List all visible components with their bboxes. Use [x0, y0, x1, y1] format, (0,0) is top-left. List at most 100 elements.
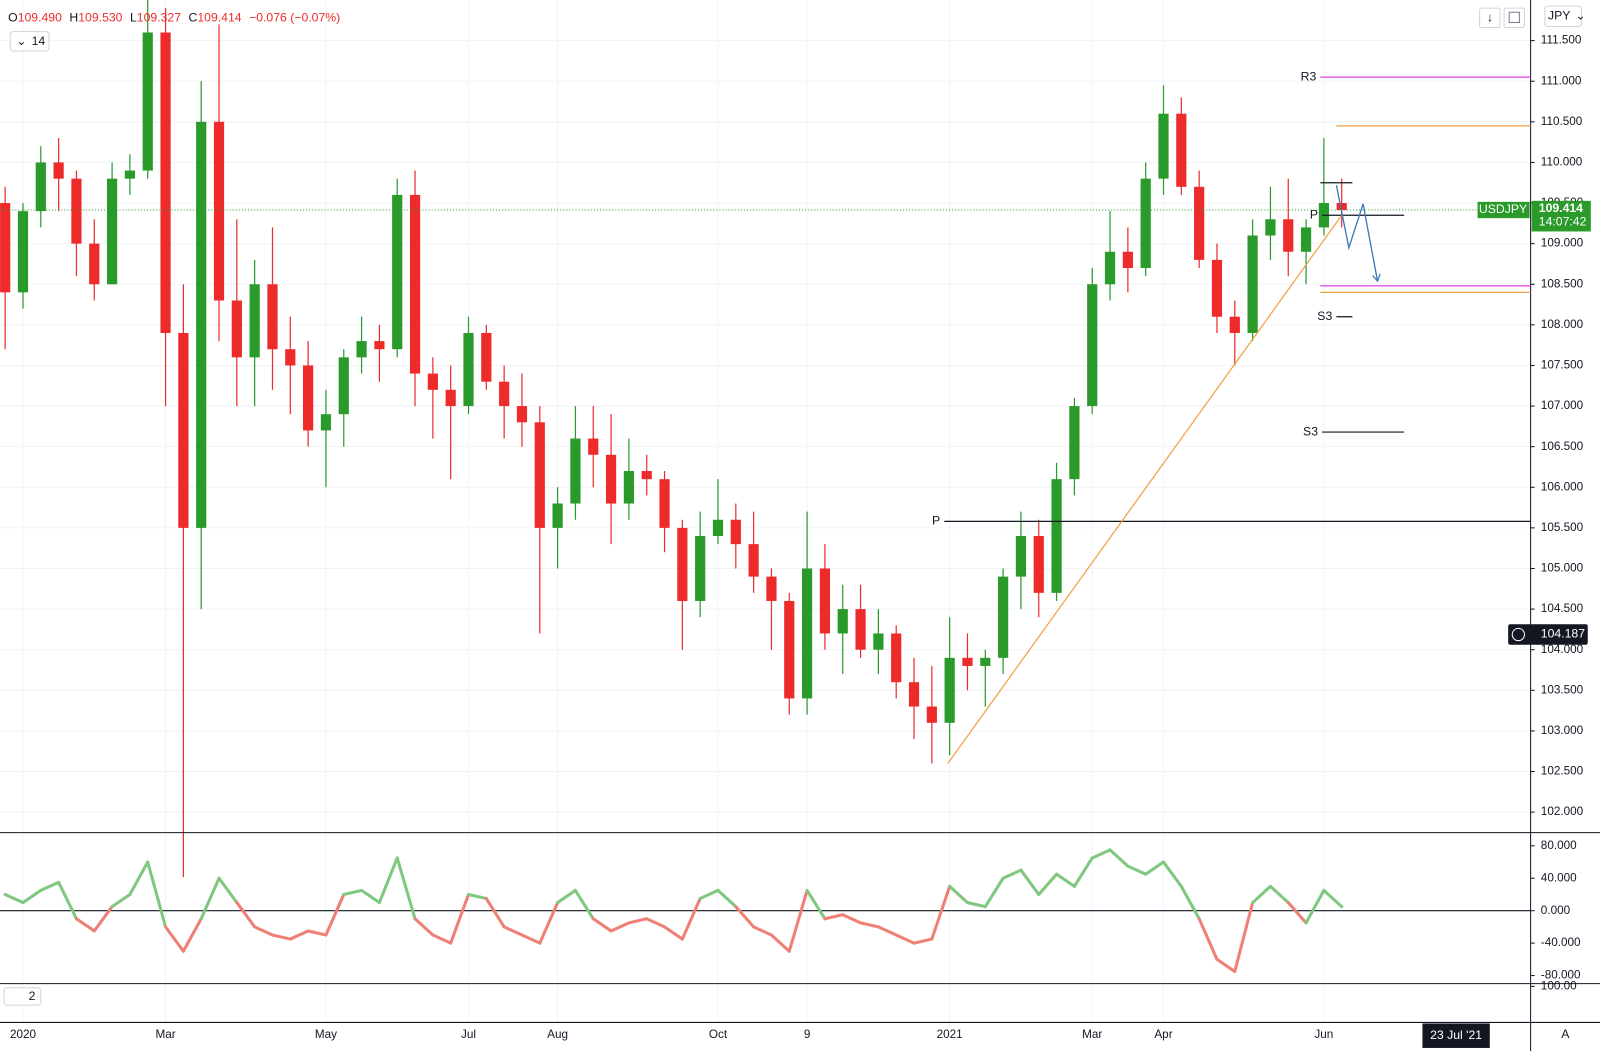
- crosshair-add-icon: [1511, 627, 1526, 642]
- maximize-button[interactable]: [1503, 7, 1525, 29]
- candle-body: [873, 633, 884, 650]
- candle-body: [231, 300, 242, 358]
- oscillator-segment: [21, 888, 43, 905]
- oscillator-segment: [1179, 884, 1201, 921]
- candle-body: [926, 706, 937, 723]
- oscillator-segment: [1108, 848, 1130, 868]
- oscillator-segment: [1072, 856, 1094, 888]
- y-tick-label: -80.000: [1541, 969, 1581, 982]
- pane-legend-bg[interactable]: [3, 987, 42, 1006]
- oscillator-segment: [1233, 901, 1255, 974]
- y-tick-label: 110.500: [1541, 115, 1583, 128]
- ohlc-key: H: [69, 11, 78, 25]
- indicator-toggle[interactable]: [9, 31, 50, 52]
- candle-body: [285, 349, 296, 366]
- candle-body: [392, 194, 403, 350]
- candle-body: [409, 194, 421, 374]
- oscillator-segment: [859, 921, 880, 929]
- candle-body: [89, 243, 100, 285]
- oscillator-segment: [288, 929, 310, 941]
- candle-body: [1033, 536, 1044, 593]
- oscillator-segment: [413, 917, 435, 937]
- candle-body: [552, 503, 563, 528]
- y-tick-label: 40.000: [1541, 871, 1577, 884]
- oscillator-segment: [930, 884, 952, 941]
- oscillator-segment: [1126, 864, 1148, 876]
- candle-body: [463, 332, 474, 407]
- y-tick-label: 103.500: [1541, 683, 1584, 696]
- ohlc-value: 109.490: [18, 11, 62, 25]
- oscillator-segment: [1144, 860, 1166, 876]
- candle-body: [106, 178, 118, 285]
- candle-body: [712, 519, 724, 537]
- candle-body: [1229, 316, 1240, 333]
- oscillator-segment: [805, 888, 827, 921]
- candle-body: [338, 357, 349, 415]
- candle-body: [980, 657, 991, 666]
- y-tick-label: 105.500: [1541, 521, 1584, 534]
- y-tick-label: 103.000: [1541, 724, 1584, 737]
- oscillator-segment: [734, 905, 756, 929]
- oscillator-segment: [769, 933, 791, 953]
- x-tick-label: 9: [804, 1028, 811, 1041]
- oscillator-segment: [680, 896, 702, 941]
- oscillator-segment: [484, 896, 506, 929]
- oscillator-segment: [1197, 917, 1219, 961]
- maximize-icon: [1508, 11, 1520, 23]
- candle-body: [1158, 113, 1169, 179]
- oscillator-segment: [1161, 860, 1183, 888]
- oscillator-segment: [377, 856, 399, 905]
- candle-body: [1140, 178, 1151, 269]
- candle-body: [1176, 113, 1187, 187]
- oscillator-segment: [698, 888, 720, 901]
- crosshair-price-label: 104.187: [1541, 627, 1585, 641]
- currency-button[interactable]: [1544, 5, 1583, 28]
- candle-body: [819, 568, 831, 634]
- oscillator-segment: [591, 917, 613, 933]
- oscillator-segment: [92, 905, 114, 933]
- oscillator-segment: [74, 917, 96, 933]
- oscillator-segment: [146, 860, 168, 929]
- scroll-button[interactable]: [1479, 7, 1501, 29]
- oscillator-segment: [1001, 868, 1023, 880]
- candle-body: [1015, 536, 1027, 577]
- oscillator-segment: [57, 880, 78, 921]
- oscillator-segment: [609, 921, 631, 933]
- pivot-label: R3: [1301, 69, 1317, 83]
- y-tick-label: 102.000: [1541, 805, 1584, 818]
- oscillator-segment: [716, 888, 738, 909]
- candle-body: [53, 162, 64, 179]
- auto-scale-button[interactable]: A: [1561, 1027, 1570, 1041]
- symbol-label: USDJPY: [1479, 202, 1527, 216]
- candle-body: [445, 389, 456, 407]
- candle-body: [962, 657, 973, 666]
- ohlc-key: O: [8, 11, 18, 25]
- candle-body: [142, 32, 153, 171]
- oscillator-segment: [1268, 884, 1290, 905]
- oscillator-segment: [1090, 848, 1112, 860]
- candle-body: [249, 284, 260, 358]
- oscillator-segment: [181, 917, 203, 953]
- oscillator-segment: [948, 884, 970, 905]
- candle-body: [837, 609, 848, 634]
- currency-label: JPY: [1548, 9, 1570, 23]
- x-tick-label: Oct: [709, 1028, 728, 1041]
- y-tick-label: -40.000: [1541, 936, 1581, 949]
- candle-body: [730, 519, 741, 545]
- candle-body: [748, 544, 759, 577]
- candle-body: [1104, 251, 1116, 285]
- oscillator-segment: [128, 860, 150, 896]
- oscillator-segment: [199, 876, 221, 921]
- pane-legend: 2: [29, 989, 36, 1003]
- symbol-label-bg: [1477, 201, 1530, 219]
- x-tick-label: Apr: [1154, 1028, 1172, 1041]
- oscillator-segment: [110, 892, 132, 909]
- candle-body: [891, 633, 902, 683]
- candle-body: [516, 406, 528, 423]
- candle-body: [124, 170, 136, 179]
- candle-body: [766, 576, 777, 601]
- oscillator-segment: [306, 929, 328, 937]
- candle-body: [320, 414, 332, 431]
- candle-body: [499, 381, 510, 407]
